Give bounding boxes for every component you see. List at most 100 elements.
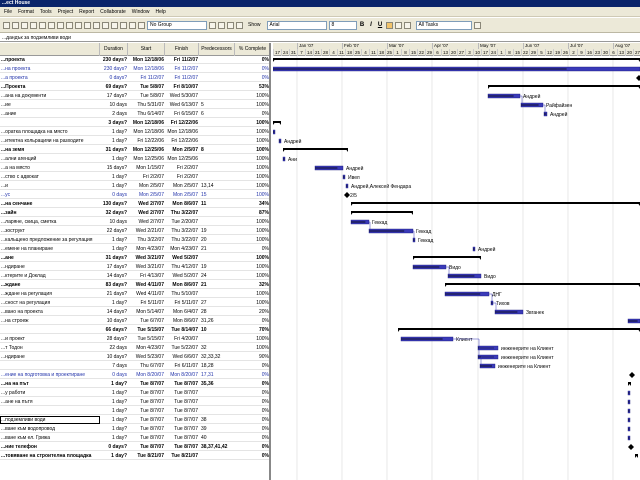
menu-item[interactable]: File — [4, 8, 13, 15]
task-name[interactable]: ...а на място — [1, 165, 30, 171]
task-duration[interactable]: 22 days — [109, 345, 127, 351]
entry-bar[interactable]: ...дандък за подземливи води — [0, 34, 640, 42]
task-duration[interactable]: 1 day? — [111, 300, 127, 306]
table-row[interactable]: ...на сенчане 130 days? Wed 2/7/07 Mon 8/6/… — [0, 200, 269, 208]
task-name[interactable]: ...на строеж — [1, 318, 29, 324]
task-finish[interactable]: Mon 4/23/07 — [170, 246, 198, 252]
task-finish[interactable]: Mon 12/18/06 — [167, 129, 198, 135]
task-finish[interactable]: Mon 2/5/07 — [172, 147, 198, 153]
task-duration[interactable]: 130 days? — [102, 201, 127, 207]
task-complete[interactable]: 0% — [261, 363, 269, 369]
table-row[interactable]: ...и проект 28 days? Tue 5/15/07 Fri 4/20/0… — [0, 335, 269, 343]
task-name[interactable]: ...ие — [1, 102, 11, 108]
task-finish[interactable]: Tue 8/7/07 — [174, 399, 198, 405]
task-finish[interactable]: Fri 8/10/07 — [173, 84, 198, 90]
task-name[interactable] — [0, 119, 100, 127]
table-row[interactable]: ...на земя 31 days? Mon 12/25/06 Mon 2/5/07… — [0, 146, 269, 154]
table-row[interactable]: ...на на път 1 day? Tue 8/7/07 Tue 8/7/07 35… — [0, 380, 269, 388]
task-start[interactable]: Wed 4/11/07 — [136, 291, 164, 297]
task-complete[interactable]: 0% — [261, 417, 269, 423]
task-finish[interactable]: Tue 8/7/07 — [174, 390, 198, 396]
task-finish[interactable]: Tue 8/7/07 — [174, 435, 198, 441]
task-start[interactable]: Mon 12/25/06 — [133, 156, 164, 162]
task-start[interactable]: Mon 12/25/06 — [132, 147, 164, 153]
task-finish[interactable]: Wed 5/2/07 — [172, 273, 198, 279]
table-row[interactable]: ...товяване на строителна площадка 1 day?… — [0, 452, 269, 460]
task-duration[interactable]: 0 days — [112, 372, 127, 378]
table-row[interactable]: ...а проекта 0 days? Fri 11/2/07 Fri 11/2/0… — [0, 74, 269, 82]
print-icon[interactable] — [30, 21, 37, 29]
header-start[interactable]: Start — [128, 43, 165, 56]
task-complete[interactable]: 34% — [258, 201, 269, 207]
task-predecessors[interactable]: 24 — [201, 273, 207, 279]
task-name[interactable]: ...итектна кольрацияи на разходите — [1, 138, 84, 144]
task-name[interactable] — [0, 362, 100, 370]
task-start[interactable]: Tue 8/7/07 — [140, 390, 164, 396]
menu-item[interactable]: Tools — [39, 8, 52, 15]
task-duration[interactable]: 69 days? — [105, 84, 127, 90]
task-start[interactable]: Mon 12/18/06 — [132, 57, 164, 63]
task-name[interactable]: ...ларяне, скица, сметка — [1, 219, 57, 225]
task-name[interactable]: ...т Тодон — [1, 345, 23, 351]
unlink-icon[interactable] — [102, 21, 109, 29]
task-predecessors[interactable]: 28 — [201, 309, 207, 315]
task-name[interactable]: ...ване към водопровод — [1, 426, 56, 432]
task-complete[interactable]: 0% — [261, 444, 269, 450]
task-finish[interactable]: Fri 11/2/07 — [174, 66, 198, 72]
task-predecessors[interactable] — [199, 155, 235, 163]
task-finish[interactable]: Thu 3/22/07 — [170, 210, 198, 216]
task-name[interactable]: ...ана на документи — [1, 93, 47, 99]
task-name[interactable]: ...зайн — [1, 210, 17, 216]
task-predecessors[interactable]: 11 — [201, 201, 207, 207]
task-name[interactable]: ...ждане на регулация — [1, 291, 52, 297]
task-duration[interactable]: 1 day? — [111, 453, 127, 459]
task-predecessors[interactable]: 27 — [201, 300, 207, 306]
task-complete[interactable]: 0% — [261, 408, 269, 414]
goto-task-icon[interactable] — [227, 21, 234, 29]
task-name[interactable]: ...ние телефон — [1, 444, 37, 450]
task-predecessors[interactable] — [199, 452, 235, 460]
table-row[interactable]: ...емене на планиране 1 day? Mon 4/23/07 Mo… — [0, 245, 269, 253]
task-start[interactable]: Tue 5/8/07 — [140, 84, 164, 90]
task-duration[interactable]: 1 day? — [111, 390, 127, 396]
task-name[interactable]: ...ус — [1, 192, 11, 198]
task-predecessors[interactable]: 35,36 — [201, 381, 214, 387]
copy-icon[interactable] — [66, 21, 73, 29]
task-duration[interactable]: 1 day? — [111, 381, 127, 387]
task-predecessors[interactable] — [199, 389, 235, 397]
task-duration[interactable]: 66 days? — [105, 327, 127, 333]
task-complete[interactable]: 100% — [256, 183, 269, 189]
task-name[interactable]: ...на сенчане — [1, 201, 33, 207]
task-duration[interactable]: 22 days? — [106, 228, 127, 234]
task-start[interactable]: Tue 5/15/07 — [137, 327, 164, 333]
task-duration[interactable]: 10 days — [109, 102, 127, 108]
table-row[interactable]: ...на проекта 230 days? Mon 12/18/06 Fri 11… — [0, 65, 269, 73]
task-complete[interactable]: 53% — [258, 84, 269, 90]
task-predecessors[interactable]: 38 — [201, 417, 207, 423]
show-button[interactable]: Show — [248, 22, 261, 28]
task-name[interactable] — [0, 326, 100, 334]
task-duration[interactable]: 15 days? — [106, 165, 127, 171]
task-name[interactable]: ...ждане — [1, 282, 21, 288]
task-predecessors[interactable] — [199, 128, 235, 136]
task-duration[interactable]: 10 days? — [106, 318, 127, 324]
task-name[interactable]: ...ение на подготовка и проектиране — [1, 372, 86, 378]
task-name[interactable]: ...ание — [1, 111, 17, 117]
header-finish[interactable]: Finish — [165, 43, 199, 56]
link-icon[interactable] — [93, 21, 100, 29]
task-duration[interactable]: 230 days? — [103, 66, 127, 72]
table-row[interactable]: 3 days? Mon 12/18/06 Fri 12/22/06 100% — [0, 119, 269, 127]
task-predecessors[interactable] — [199, 92, 235, 100]
task-predecessors[interactable] — [199, 164, 235, 172]
task-name[interactable]: ...емене на планиране — [1, 246, 54, 252]
cut-icon[interactable] — [57, 21, 64, 29]
table-row[interactable]: ...оратка площадка на място 1 day? Mon 12/… — [0, 128, 269, 136]
task-complete[interactable]: 32% — [258, 282, 269, 288]
table-row[interactable]: ...ндиране 17 days? Wed 3/21/07 Thu 4/12/07… — [0, 263, 269, 271]
task-complete[interactable]: 0% — [261, 435, 269, 441]
task-finish[interactable]: Mon 8/6/07 — [172, 318, 198, 324]
task-finish[interactable]: Tue 8/21/07 — [171, 453, 198, 459]
task-duration[interactable]: 1 day? — [111, 435, 127, 441]
task-duration[interactable]: 1 day? — [111, 138, 127, 144]
task-predecessors[interactable]: 17,31 — [201, 372, 214, 378]
